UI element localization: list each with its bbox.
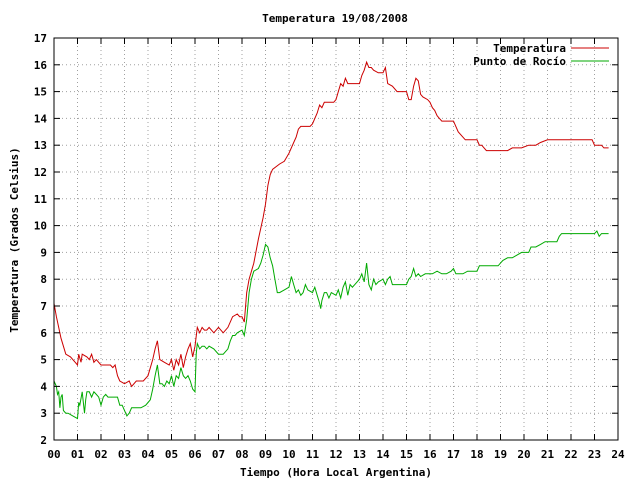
x-tick-label: 11 xyxy=(306,448,320,461)
y-tick-label: 12 xyxy=(34,166,47,179)
grid xyxy=(54,38,618,440)
series-layer xyxy=(53,60,609,420)
y-tick-label: 8 xyxy=(40,273,47,286)
x-tick-label: 24 xyxy=(611,448,625,461)
x-tick-label: 10 xyxy=(282,448,295,461)
y-tick-label: 16 xyxy=(34,59,48,72)
y-tick-label: 5 xyxy=(40,354,47,367)
legend-label-punto-de-rocio: Punto de Rocío xyxy=(473,55,566,68)
x-tick-label: 00 xyxy=(47,448,60,461)
y-tick-label: 7 xyxy=(40,300,47,313)
x-tick-label: 08 xyxy=(235,448,248,461)
x-tick-label: 07 xyxy=(212,448,225,461)
x-tick-label: 03 xyxy=(118,448,131,461)
series-line-temperatura xyxy=(53,60,609,388)
ticks: 00 01 02 03 04 05 06 07 08 09 10 11 12 13 14 15 16 17 18 19… xyxy=(34,32,625,461)
chart-title: Temperatura 19/08/2008 xyxy=(262,12,408,25)
x-tick-label: 02 xyxy=(94,448,107,461)
legend: Temperatura Punto de Rocío xyxy=(473,42,609,68)
y-tick-label: 17 xyxy=(34,32,47,45)
y-tick-label: 2 xyxy=(40,434,47,447)
series-line-punto-de-rocio xyxy=(53,230,609,420)
x-tick-label: 05 xyxy=(165,448,178,461)
y-tick-label: 14 xyxy=(34,112,48,125)
y-tick-label: 4 xyxy=(40,380,47,393)
y-tick-label: 9 xyxy=(40,246,47,259)
y-axis-label: Temperatura (Grados Celsius) xyxy=(8,147,21,332)
y-tick-label: 13 xyxy=(34,139,47,152)
y-tick-label: 6 xyxy=(40,327,47,340)
x-tick-label: 12 xyxy=(329,448,342,461)
y-tick-label: 15 xyxy=(34,86,47,99)
x-tick-label: 21 xyxy=(541,448,555,461)
legend-label-temperatura: Temperatura xyxy=(493,42,566,55)
x-tick-label: 23 xyxy=(588,448,601,461)
y-tick-label: 10 xyxy=(34,220,47,233)
x-tick-label: 13 xyxy=(353,448,366,461)
x-tick-label: 22 xyxy=(564,448,577,461)
x-tick-label: 04 xyxy=(141,448,155,461)
x-tick-label: 14 xyxy=(376,448,390,461)
x-tick-label: 01 xyxy=(71,448,85,461)
x-tick-label: 16 xyxy=(423,448,437,461)
x-tick-label: 17 xyxy=(447,448,460,461)
x-tick-label: 09 xyxy=(259,448,272,461)
x-tick-label: 19 xyxy=(494,448,507,461)
y-tick-label: 11 xyxy=(34,193,48,206)
x-tick-label: 18 xyxy=(470,448,483,461)
y-tick-label: 3 xyxy=(40,407,47,420)
x-tick-label: 20 xyxy=(517,448,530,461)
x-axis-label: Tiempo (Hora Local Argentina) xyxy=(240,466,432,479)
x-tick-label: 06 xyxy=(188,448,202,461)
x-tick-label: 15 xyxy=(400,448,413,461)
